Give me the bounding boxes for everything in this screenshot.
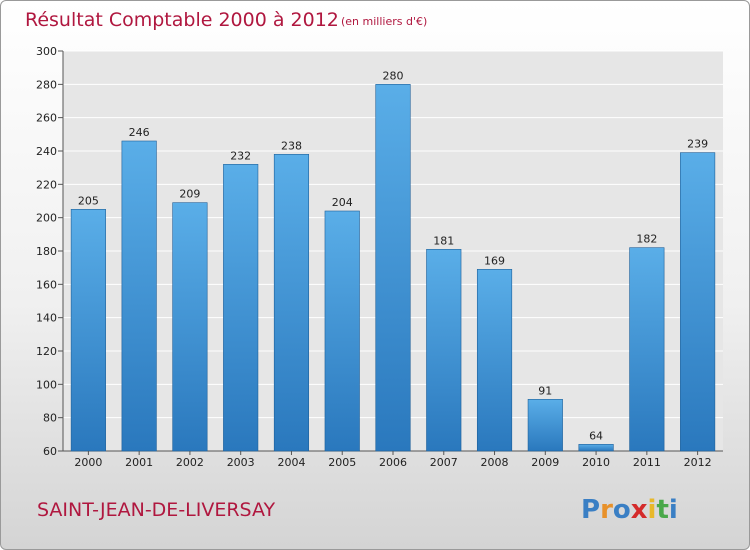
x-tick-label: 2006: [379, 456, 407, 469]
bar-value-label: 246: [129, 126, 150, 139]
x-tick-label: 2011: [633, 456, 661, 469]
x-tick-label: 2005: [328, 456, 356, 469]
y-tick-label: 120: [36, 345, 57, 358]
bar: [172, 202, 208, 452]
logo-letter: i: [669, 495, 678, 525]
bar: [375, 84, 411, 452]
bar-value-label: 209: [179, 188, 200, 201]
x-tick-label: 2012: [684, 456, 712, 469]
bar-value-label: 91: [538, 384, 552, 397]
y-tick-label: 60: [43, 445, 57, 458]
x-tick-label: 2009: [531, 456, 559, 469]
y-tick-label: 80: [43, 412, 57, 425]
y-tick-label: 160: [36, 278, 57, 291]
logo-letter: t: [656, 495, 668, 525]
y-tick-label: 280: [36, 78, 57, 91]
bar: [629, 247, 665, 452]
y-tick-label: 140: [36, 312, 57, 325]
chart-title: Résultat Comptable 2000 à 2012: [25, 9, 339, 31]
bar-value-label: 238: [281, 139, 302, 152]
bar-value-label: 280: [383, 69, 404, 82]
bar: [426, 249, 462, 452]
bar-value-label: 239: [687, 138, 708, 151]
x-tick-label: 2007: [430, 456, 458, 469]
y-tick-label: 100: [36, 378, 57, 391]
bar: [476, 269, 513, 452]
y-tick-label: 180: [36, 245, 57, 258]
logo-letter: i: [648, 495, 657, 525]
plot-area: 60 80 100 120 140 160 180 200 220 240 260 280 300 205…: [36, 45, 723, 469]
logo-letter: r: [600, 495, 613, 525]
x-tick-label: 2004: [277, 456, 305, 469]
bar: [273, 154, 310, 452]
bar-value-label: 204: [332, 196, 353, 209]
logo-letter: o: [613, 495, 631, 525]
x-tick-label: 2002: [176, 456, 204, 469]
bar-value-label: 169: [484, 254, 505, 267]
bar: [680, 152, 716, 452]
bar: [578, 444, 614, 452]
bar: [70, 209, 106, 452]
y-tick-label: 200: [36, 212, 57, 225]
bar-value-label: 64: [589, 429, 603, 442]
logo-letter: P: [581, 495, 600, 525]
logo-letter: x: [631, 495, 648, 525]
bar-value-label: 182: [636, 233, 657, 246]
y-tick-label: 300: [36, 45, 57, 58]
proxiti-logo: Proxiti: [581, 495, 678, 525]
y-tick-label: 240: [36, 145, 57, 158]
y-tick-label: 220: [36, 178, 57, 191]
bar-value-label: 205: [78, 194, 99, 207]
bar: [121, 140, 157, 452]
x-tick-label: 2000: [74, 456, 102, 469]
bar-value-label: 181: [433, 234, 454, 247]
bar: [223, 164, 259, 452]
chart-subtitle: (en milliers d'€): [341, 15, 427, 28]
bar: [527, 399, 563, 452]
city-name: SAINT-JEAN-DE-LIVERSAY: [37, 499, 275, 521]
bar-value-label: 232: [230, 149, 251, 162]
bar: [324, 210, 360, 452]
x-tick-label: 2001: [125, 456, 153, 469]
x-tick-label: 2008: [481, 456, 509, 469]
y-tick-label: 260: [36, 112, 57, 125]
x-tick-label: 2003: [227, 456, 255, 469]
x-tick-label: 2010: [582, 456, 610, 469]
